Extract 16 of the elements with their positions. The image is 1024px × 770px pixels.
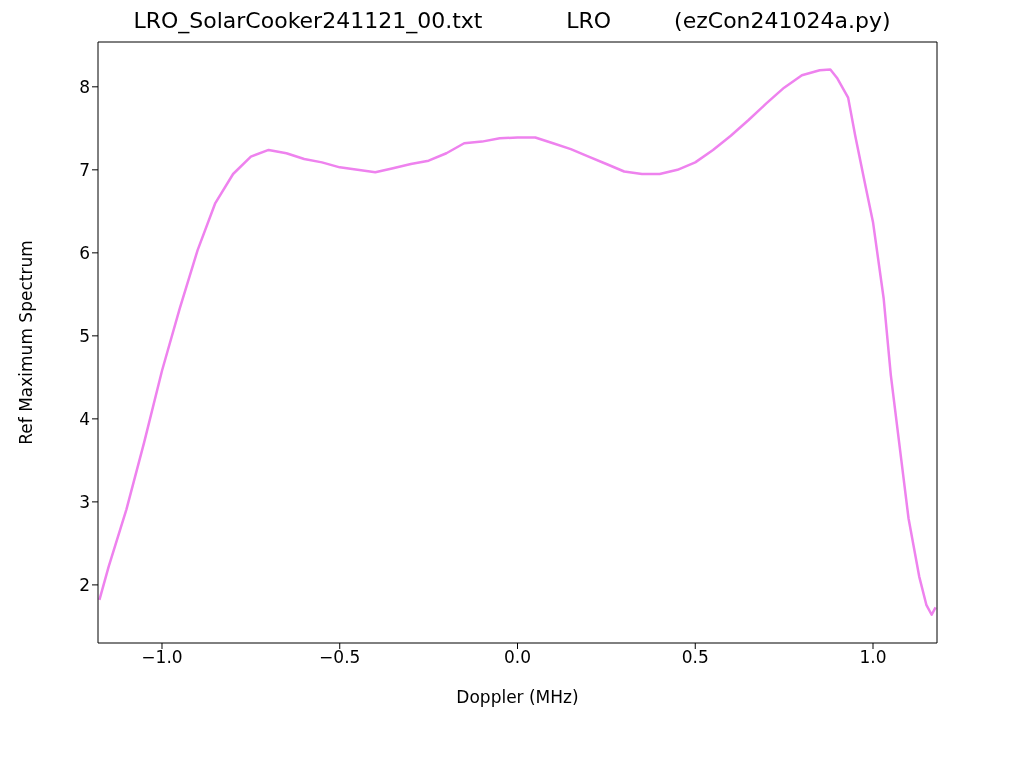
x-tick-label: 0.5 [681, 647, 709, 668]
x-tick-label: −0.5 [319, 647, 361, 668]
x-axis-title: Doppler (MHz) [456, 687, 579, 707]
x-tick-label: −1.0 [141, 647, 183, 668]
y-tick-label: 3 [79, 491, 90, 512]
x-tick-label: 0.0 [503, 647, 532, 668]
y-tick-label: 7 [79, 159, 90, 180]
line-series [98, 68, 937, 617]
y-tick-label: 5 [79, 325, 90, 346]
y-tick-label: 2 [79, 574, 90, 595]
y-axis-title: Ref Maximum Spectrum [16, 240, 37, 445]
x-tick-label: 1.0 [859, 647, 887, 668]
y-tick-label: 6 [79, 242, 90, 263]
y-tick-label: 8 [79, 76, 90, 97]
chart-title: LRO_SolarCooker241121_00.txt LRO (ezCon241024a.py) [132, 8, 892, 33]
y-tick-label: 4 [79, 408, 90, 429]
